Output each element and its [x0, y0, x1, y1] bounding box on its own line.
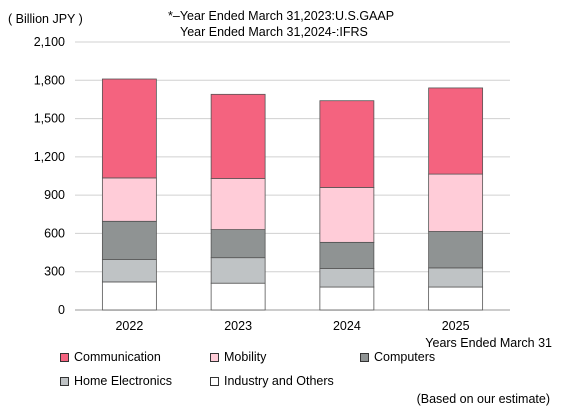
- legend-item: Communication: [60, 350, 161, 364]
- accounting-note: *–Year Ended March 31,2023:U.S.GAAP Year…: [168, 8, 394, 40]
- y-tick-label: 1,500: [34, 112, 65, 126]
- legend-swatch: [210, 376, 219, 386]
- bar-segment: [319, 100, 375, 188]
- legend-swatch: [210, 352, 219, 362]
- legend-label: Home Electronics: [74, 374, 172, 388]
- bar-segment: [101, 281, 157, 311]
- footnote: (Based on our estimate): [416, 392, 550, 406]
- legend-item: Home Electronics: [60, 374, 172, 388]
- legend: Communication Mobility Computers Home Elect…: [60, 350, 560, 400]
- x-axis-label: Years Ended March 31: [425, 336, 552, 350]
- bar-segment: [319, 241, 375, 269]
- legend-item: Computers: [360, 350, 435, 364]
- bar-segment: [428, 267, 484, 288]
- y-axis-label: ( Billion JPY ): [8, 12, 83, 26]
- legend-swatch: [360, 352, 369, 362]
- accounting-note-line-1: *–Year Ended March 31,2023:U.S.GAAP: [168, 9, 395, 23]
- bar-segment: [319, 268, 375, 288]
- bar-segment: [428, 173, 484, 232]
- bar-segment: [428, 286, 484, 311]
- bar-segment: [319, 286, 375, 311]
- legend-swatch: [60, 376, 69, 386]
- bar-segment: [101, 177, 157, 222]
- bar-segment: [210, 282, 266, 311]
- bar-segment: [210, 257, 266, 284]
- x-tick-labels: 2022 2023 2024 2025: [115, 319, 469, 333]
- y-tick-labels: 0 300 600 900 1,200 1,500 1,800 2,100: [34, 35, 65, 317]
- bar-segment: [101, 220, 157, 260]
- bar-segment: [210, 229, 266, 259]
- y-tick-label: 2,100: [34, 35, 65, 49]
- legend-label: Computers: [374, 350, 436, 364]
- legend-swatch: [60, 352, 69, 362]
- bar-segment: [428, 87, 484, 175]
- legend-label: Mobility: [224, 350, 267, 364]
- y-tick-label: 600: [44, 226, 65, 240]
- y-tick-label: 900: [44, 188, 65, 202]
- accounting-note-line-2: Year Ended March 31,2024-:IFRS: [180, 25, 368, 39]
- x-tick-label: 2024: [333, 319, 361, 333]
- y-tick-label: 300: [44, 265, 65, 279]
- bar-segment: [428, 231, 484, 269]
- x-tick-label: 2025: [442, 319, 470, 333]
- bar-segment: [319, 187, 375, 243]
- legend-item: Mobility: [210, 350, 266, 364]
- legend-item: Industry and Others: [210, 374, 334, 388]
- bar-segment: [210, 93, 266, 179]
- x-tick-label: 2023: [224, 319, 252, 333]
- legend-label: Industry and Others: [224, 374, 334, 388]
- bar-segment: [101, 259, 157, 283]
- bar-segment: [210, 178, 266, 231]
- x-tick-label: 2022: [115, 319, 143, 333]
- bars: [101, 78, 484, 311]
- y-tick-label: 1,200: [34, 150, 65, 164]
- y-tick-label: 1,800: [34, 73, 65, 87]
- bar-segment: [101, 78, 157, 179]
- legend-label: Communication: [74, 350, 161, 364]
- y-tick-label: 0: [58, 303, 65, 317]
